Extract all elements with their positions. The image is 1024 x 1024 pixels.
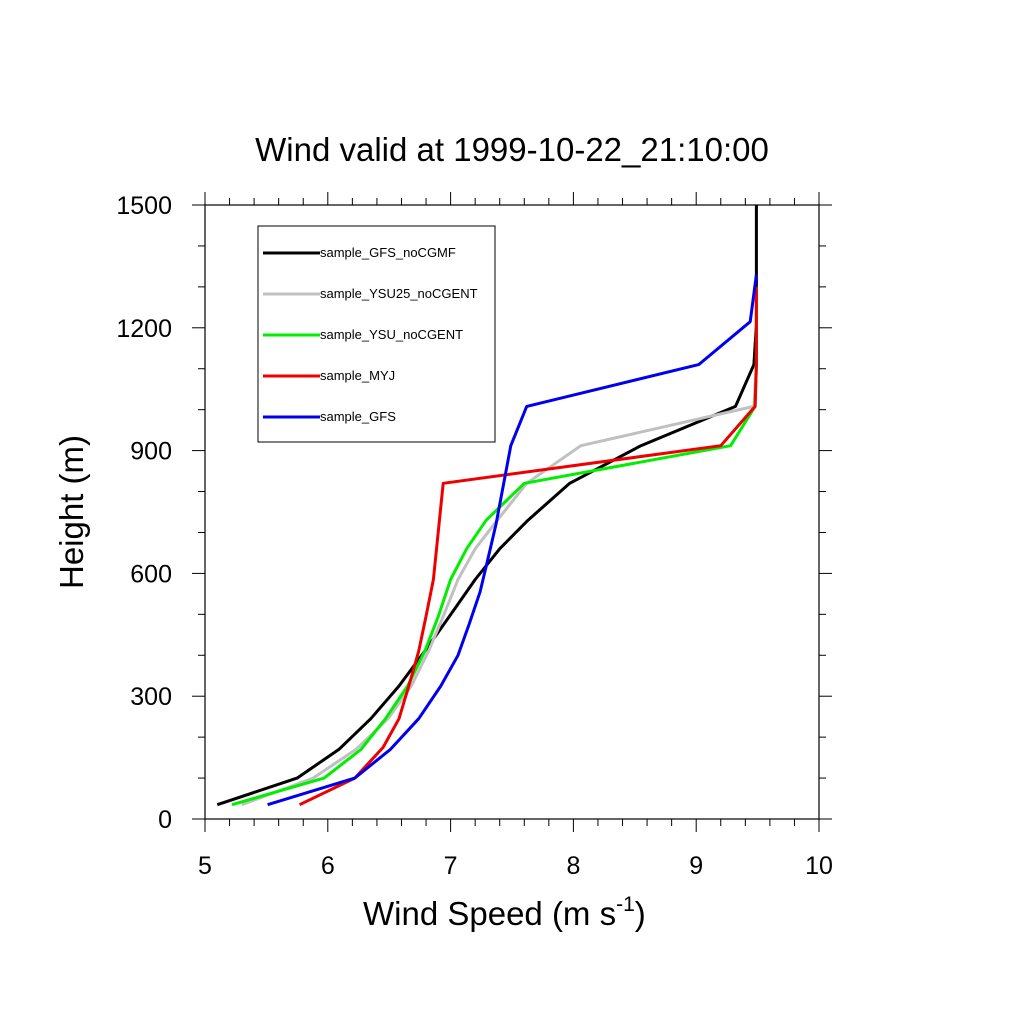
y-tick-label-3: 900: [130, 438, 172, 466]
y-tick-label-1: 300: [130, 683, 172, 711]
series-layer: [216, 205, 758, 807]
y-axis-label: Height (m): [53, 435, 90, 589]
y-tick-label-2: 600: [130, 560, 172, 588]
legend-items: sample_GFS_noCGMF sample_YSU25_noCGENTsam…: [263, 245, 478, 424]
legend-label-3: sample_MYJ: [320, 368, 395, 383]
y-tick-label-5: 1500: [116, 192, 172, 220]
tick-layer: 5 6 7 8 9 10 0 300 600 900 1200 1500: [116, 192, 833, 880]
legend-label-1: sample_YSU25_noCGENT: [320, 286, 478, 301]
chart-title: Wind valid at 1999-10-22_21:10:00: [255, 131, 769, 168]
x-tick-label-5: 10: [805, 852, 833, 880]
y-tick-label-4: 1200: [116, 315, 172, 343]
legend: sample_GFS_noCGMF sample_YSU25_noCGENTsam…: [257, 225, 496, 443]
legend-label-4: sample_GFS: [320, 409, 396, 424]
x-axis-label-suffix: ): [635, 895, 646, 932]
x-tick-label-4: 9: [689, 852, 703, 880]
series-line-4: [267, 274, 758, 807]
x-axis-label: Wind Speed (m s-1): [363, 893, 646, 932]
legend-label-0: sample_GFS_noCGMF: [320, 245, 456, 260]
x-axis-label-main: Wind Speed (m s: [363, 895, 616, 932]
series-line-3: [298, 286, 758, 807]
x-tick-label-1: 6: [321, 852, 335, 880]
y-tick-label-0: 0: [158, 806, 172, 834]
x-tick-label-0: 5: [198, 852, 212, 880]
legend-label-2: sample_YSU_noCGENT: [320, 327, 463, 342]
plot-frame: [204, 204, 820, 820]
x-axis-label-superscript: -1: [616, 893, 635, 916]
x-tick-label-3: 8: [566, 852, 580, 880]
x-tick-label-2: 7: [444, 852, 458, 880]
